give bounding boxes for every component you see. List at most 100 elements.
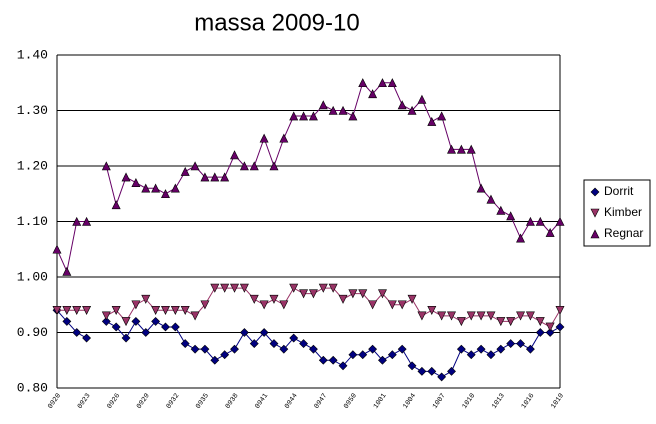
x-tick-label: 0935	[195, 392, 211, 410]
marker	[486, 194, 496, 204]
marker	[269, 294, 279, 304]
x-tick-label: 0929	[136, 392, 152, 410]
x-tick-label: 1010	[461, 392, 477, 410]
marker	[456, 344, 466, 354]
marker	[62, 266, 72, 276]
marker	[161, 305, 170, 315]
marker	[151, 316, 161, 326]
marker	[210, 355, 220, 365]
y-tick-label: 1.40	[17, 47, 48, 62]
marker	[200, 344, 210, 354]
marker	[249, 161, 259, 171]
legend-marker	[590, 229, 600, 239]
x-tick-label: 0932	[165, 392, 181, 410]
marker	[131, 300, 141, 310]
marker	[506, 339, 516, 349]
marker	[308, 289, 318, 299]
marker	[170, 305, 180, 315]
x-tick-label: 0938	[224, 392, 240, 410]
marker	[151, 305, 161, 315]
marker	[338, 361, 348, 371]
marker	[516, 339, 525, 349]
x-tick-label: 0947	[313, 392, 329, 410]
marker	[279, 133, 289, 143]
marker	[545, 328, 555, 337]
marker	[72, 305, 82, 315]
marker	[239, 328, 249, 337]
marker	[466, 144, 476, 154]
marker	[161, 189, 170, 199]
marker	[516, 233, 526, 243]
marker	[358, 78, 368, 88]
marker	[131, 316, 141, 326]
marker	[190, 344, 200, 354]
x-tick-label: 1019	[550, 392, 566, 410]
marker	[368, 89, 378, 99]
marker	[358, 350, 368, 360]
marker	[220, 283, 230, 293]
marker	[220, 172, 230, 182]
marker	[180, 305, 190, 315]
marker	[170, 183, 180, 193]
marker	[111, 200, 121, 210]
marker	[62, 316, 72, 326]
marker	[249, 294, 259, 304]
marker	[456, 317, 466, 327]
marker	[338, 294, 348, 304]
marker	[447, 311, 456, 321]
x-tick-label: 1007	[431, 392, 447, 410]
marker	[535, 216, 545, 226]
x-tick-label: 0941	[254, 392, 270, 410]
marker	[82, 333, 92, 343]
x-tick-label: 1016	[520, 392, 536, 410]
x-tick-label: 0926	[106, 392, 122, 410]
legend-label: Kimber	[604, 205, 642, 219]
x-tick-label: 1013	[491, 392, 507, 410]
marker	[249, 339, 259, 349]
marker	[239, 161, 249, 171]
x-tick-label: 1001	[372, 392, 388, 410]
marker	[456, 144, 466, 154]
legend-marker	[590, 208, 600, 218]
marker	[466, 350, 476, 360]
marker	[82, 305, 92, 315]
marker	[308, 111, 318, 121]
marker	[466, 311, 476, 321]
marker	[525, 216, 535, 226]
marker	[535, 317, 545, 327]
marker	[299, 339, 308, 349]
marker	[279, 300, 289, 310]
marker	[506, 211, 516, 221]
marker	[496, 317, 506, 327]
marker	[220, 350, 230, 360]
marker	[289, 283, 299, 293]
marker	[210, 172, 220, 182]
marker	[299, 111, 309, 121]
marker	[180, 166, 190, 176]
marker	[269, 339, 279, 349]
marker	[72, 328, 82, 337]
marker	[101, 161, 111, 171]
marker	[368, 300, 378, 310]
marker	[516, 311, 526, 321]
marker	[279, 344, 289, 354]
marker	[259, 328, 269, 337]
marker	[200, 172, 210, 182]
marker	[190, 161, 200, 171]
marker	[259, 300, 269, 310]
marker	[397, 344, 407, 354]
marker	[62, 305, 72, 315]
marker	[358, 289, 368, 299]
marker	[486, 311, 496, 321]
marker	[447, 366, 456, 376]
marker	[338, 105, 348, 115]
marker	[476, 311, 486, 321]
marker	[111, 305, 121, 315]
marker	[377, 78, 387, 88]
marker	[545, 227, 555, 237]
series-line	[56, 81, 561, 274]
marker	[378, 355, 387, 365]
marker	[269, 161, 279, 171]
legend-label: Regnar	[604, 226, 643, 240]
